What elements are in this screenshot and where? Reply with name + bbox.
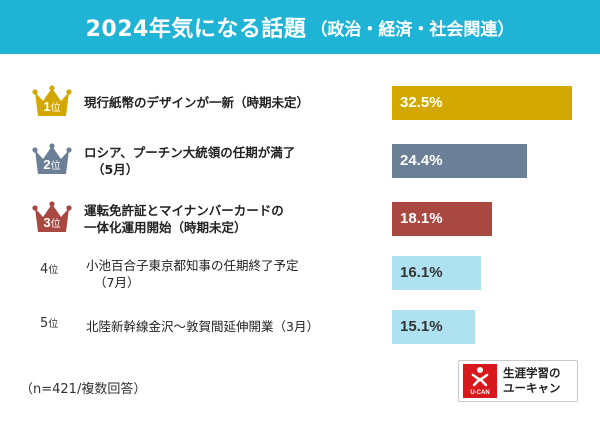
ucan-logo-mark: U-CAN bbox=[463, 364, 497, 398]
rank-number: 3位 bbox=[32, 215, 72, 230]
rank-number: 2位 bbox=[32, 157, 72, 172]
rank-value: 4 bbox=[40, 262, 49, 277]
category-label-line: （7月） bbox=[94, 275, 140, 290]
rank-value: 2 bbox=[43, 157, 51, 172]
rank-crown-badge: 3位 bbox=[32, 200, 72, 234]
ranking-row: 3位 運転免許証とマイナンバーカードの 一体化運用開始（時期未定） 18.1% bbox=[0, 194, 600, 244]
crown-icon bbox=[32, 201, 72, 232]
category-label-line: 現行紙幣のデザインが一新（時期未定） bbox=[84, 95, 310, 110]
chart-header: 2024年気になる話題 （政治・経済・社会関連） bbox=[0, 0, 600, 54]
value-bar: 16.1% bbox=[392, 256, 481, 290]
brand-line-2: ユーキャン bbox=[503, 381, 561, 395]
rank-value: 5 bbox=[40, 316, 49, 331]
ucan-logo: U-CAN 生涯学習の ユーキャン bbox=[458, 360, 578, 402]
brand-line-1: 生涯学習の bbox=[503, 366, 561, 380]
rank-suffix: 位 bbox=[50, 219, 61, 230]
category-label: 北陸新幹線金沢～敦賀間延伸開業（3月） bbox=[86, 318, 376, 335]
category-label: 運転免許証とマイナンバーカードの 一体化運用開始（時期未定） bbox=[84, 202, 374, 236]
rank-number: 1位 bbox=[32, 99, 72, 114]
rank-value: 1 bbox=[43, 99, 51, 114]
bar-value-label: 15.1% bbox=[400, 318, 443, 335]
category-label-line: 小池百合子東京都知事の任期終了予定 bbox=[86, 258, 299, 273]
rank-suffix: 位 bbox=[50, 103, 61, 114]
rank-suffix: 位 bbox=[50, 161, 61, 172]
ranking-row: 1位 現行紙幣のデザインが一新（時期未定） 32.5% bbox=[0, 78, 600, 128]
ucan-brand-name: 生涯学習の ユーキャン bbox=[503, 366, 561, 396]
value-bar: 18.1% bbox=[392, 202, 492, 236]
rank-suffix: 位 bbox=[48, 265, 59, 276]
value-bar: 24.4% bbox=[392, 144, 527, 178]
category-label-line: 運転免許証とマイナンバーカードの bbox=[84, 203, 284, 218]
ranking-row: 2位 ロシア、プーチン大統領の任期が満了 （5月） 24.4% bbox=[0, 136, 600, 186]
value-bar: 32.5% bbox=[392, 86, 572, 120]
category-label-line: （5月） bbox=[92, 162, 139, 177]
rank-number: 5位 bbox=[40, 315, 58, 331]
bar-value-label: 32.5% bbox=[400, 94, 443, 111]
ranking-row: 5位 北陸新幹線金沢～敦賀間延伸開業（3月） 15.1% bbox=[0, 302, 600, 352]
category-label-line: 一体化運用開始（時期未定） bbox=[84, 220, 247, 235]
rank-number: 4位 bbox=[40, 261, 58, 277]
bar-value-label: 18.1% bbox=[400, 210, 443, 227]
bar-value-label: 16.1% bbox=[400, 264, 443, 281]
ucan-person-icon bbox=[471, 367, 489, 387]
chart-subtitle: （政治・経済・社会関連） bbox=[310, 19, 515, 40]
crown-icon bbox=[32, 143, 72, 174]
rank-crown-badge: 2位 bbox=[32, 142, 72, 176]
ucan-mark-text: U-CAN bbox=[470, 390, 490, 396]
rank-crown-badge: 1位 bbox=[32, 84, 72, 118]
bar-value-label: 24.4% bbox=[400, 152, 443, 169]
chart-title: 2024年気になる話題 bbox=[85, 17, 307, 42]
category-label: ロシア、プーチン大統領の任期が満了 （5月） bbox=[84, 144, 374, 178]
category-label-line: 北陸新幹線金沢～敦賀間延伸開業（3月） bbox=[86, 319, 319, 334]
value-bar: 15.1% bbox=[392, 310, 475, 344]
rank-suffix: 位 bbox=[48, 319, 59, 330]
category-label: 小池百合子東京都知事の任期終了予定 （7月） bbox=[86, 257, 376, 291]
category-label-line: ロシア、プーチン大統領の任期が満了 bbox=[84, 145, 296, 160]
crown-icon bbox=[32, 85, 72, 116]
ranking-row: 4位 小池百合子東京都知事の任期終了予定 （7月） 16.1% bbox=[0, 248, 600, 298]
rank-value: 3 bbox=[43, 215, 51, 230]
sample-size-note: （n=421/複数回答） bbox=[20, 382, 147, 397]
category-label: 現行紙幣のデザインが一新（時期未定） bbox=[84, 94, 374, 111]
